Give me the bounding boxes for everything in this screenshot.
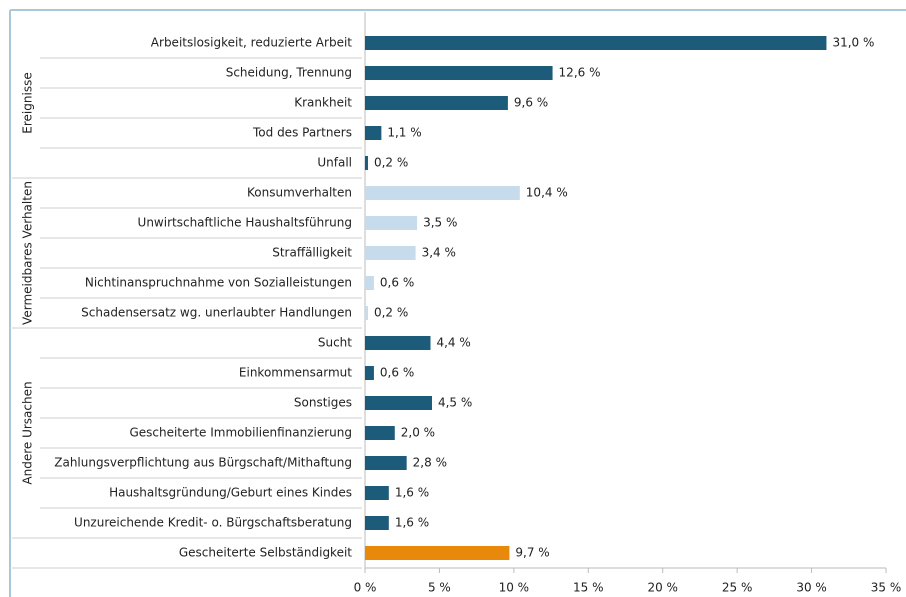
category-label: Krankheit [294,96,352,110]
group-label: Ereignisse [21,72,35,133]
bar [365,366,374,380]
bar [365,336,431,350]
value-label: 1,1 % [387,126,421,140]
value-label: 2,8 % [413,456,447,470]
bar [365,36,827,50]
x-tick-label: 10 % [499,581,530,595]
category-label: Scheidung, Trennung [226,66,352,80]
bar [365,66,553,80]
x-tick-label: 0 % [354,581,377,595]
category-label: Unzureichende Kredit- o. Bürgschaftsbera… [74,516,352,530]
x-tick-label: 35 % [871,581,902,595]
bar [365,126,382,140]
bar [365,96,508,110]
x-tick-label: 20 % [647,581,678,595]
category-label: Nichtinanspruchnahme von Sozialleistunge… [85,276,352,290]
category-label: Gescheiterte Selbständigkeit [179,546,352,560]
category-label: Gescheiterte Immobilienfinanzierung [129,426,352,440]
group-label: Andere Ursachen [21,381,35,484]
x-tick-label: 25 % [722,581,753,595]
category-label: Sonstiges [294,396,352,410]
group-label: Vermeidbares Verhalten [21,181,35,325]
value-label: 9,7 % [515,546,549,560]
value-label: 1,6 % [395,486,429,500]
value-label: 9,6 % [514,96,548,110]
x-tick-label: 5 % [428,581,451,595]
value-label: 4,5 % [438,396,472,410]
bar [365,516,389,530]
category-label: Schadensersatz wg. unerlaubter Handlunge… [81,306,352,320]
category-label: Konsumverhalten [247,186,352,200]
value-label: 10,4 % [526,186,568,200]
value-label: 4,4 % [436,336,470,350]
value-label: 3,5 % [423,216,457,230]
value-label: 3,4 % [422,246,456,260]
bar [365,456,407,470]
bar [365,486,389,500]
bar [365,156,368,170]
category-label: Einkommensarmut [239,366,352,380]
value-label: 0,2 % [374,156,408,170]
bar [365,426,395,440]
value-label: 31,0 % [832,36,874,50]
bar [365,216,418,230]
value-label: 12,6 % [559,66,601,80]
x-tick-label: 15 % [573,581,604,595]
category-label: Straffälligkeit [272,246,352,260]
x-tick-label: 30 % [796,581,827,595]
bar [365,306,368,320]
category-label: Tod des Partners [252,126,352,140]
category-label: Arbeitslosigkeit, reduzierte Arbeit [151,36,352,50]
bar [365,246,416,260]
category-label: Unwirtschaftliche Haushaltsführung [138,216,352,230]
value-label: 0,6 % [380,366,414,380]
bar [365,276,374,290]
bar [365,396,432,410]
value-label: 0,2 % [374,306,408,320]
bar [365,546,510,560]
value-label: 2,0 % [401,426,435,440]
value-label: 1,6 % [395,516,429,530]
value-label: 0,6 % [380,276,414,290]
category-label: Zahlungsverpflichtung aus Bürgschaft/Mit… [54,456,352,470]
bar [365,186,520,200]
category-label: Haushaltsgründung/Geburt eines Kindes [109,486,352,500]
category-label: Unfall [317,156,352,170]
category-label: Sucht [318,336,352,350]
